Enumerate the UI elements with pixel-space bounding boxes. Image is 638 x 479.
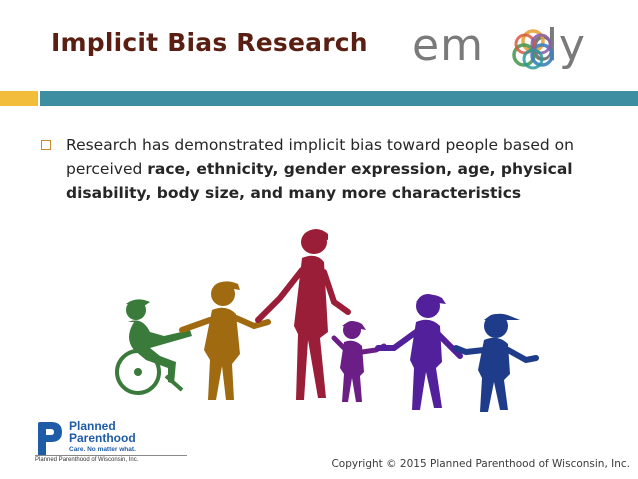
- tall-adult-figure-crimson: [255, 229, 351, 400]
- bullet-text: Research has demonstrated implicit bias …: [66, 133, 626, 205]
- child-figure-purple: [331, 321, 387, 402]
- slide-title: Implicit Bias Research: [51, 28, 368, 57]
- adult-with-cap-figure-navy: [453, 313, 539, 412]
- footer-divider: [35, 455, 187, 456]
- header-band-teal: [40, 91, 638, 106]
- wheelchair-person-figure: [115, 299, 192, 395]
- embody-logo-text: em dy: [412, 20, 586, 71]
- embody-logo-rings-icon: [512, 29, 554, 70]
- planned-parenthood-logo: Planned Parenthood Care. No matter what.…: [35, 420, 195, 470]
- planned-parenthood-p-icon: [38, 422, 62, 456]
- adult-figure-violet: [375, 294, 463, 410]
- header-band-gold: [0, 91, 38, 106]
- pp-name-line2: Parenthood: [69, 431, 136, 445]
- footer-affiliate-name: Planned Parenthood of Wisconsin, Inc.: [35, 457, 139, 463]
- bullet-intro-text: Research has demonstrated implicit bias …: [66, 136, 574, 178]
- pp-name-line1: Planned: [69, 419, 116, 433]
- planned-parenthood-tagline: Care. No matter what.: [69, 446, 136, 453]
- bullet-bold-text: race, ethnicity, gender expression, age,…: [66, 160, 573, 202]
- planned-parenthood-name: Planned Parenthood: [69, 420, 136, 444]
- adult-figure-brown: [179, 281, 271, 400]
- bullet-box-icon: [41, 140, 51, 150]
- copyright-notice: Copyright © 2015 Planned Parenthood of W…: [331, 458, 630, 470]
- diverse-people-illustration: [115, 229, 539, 412]
